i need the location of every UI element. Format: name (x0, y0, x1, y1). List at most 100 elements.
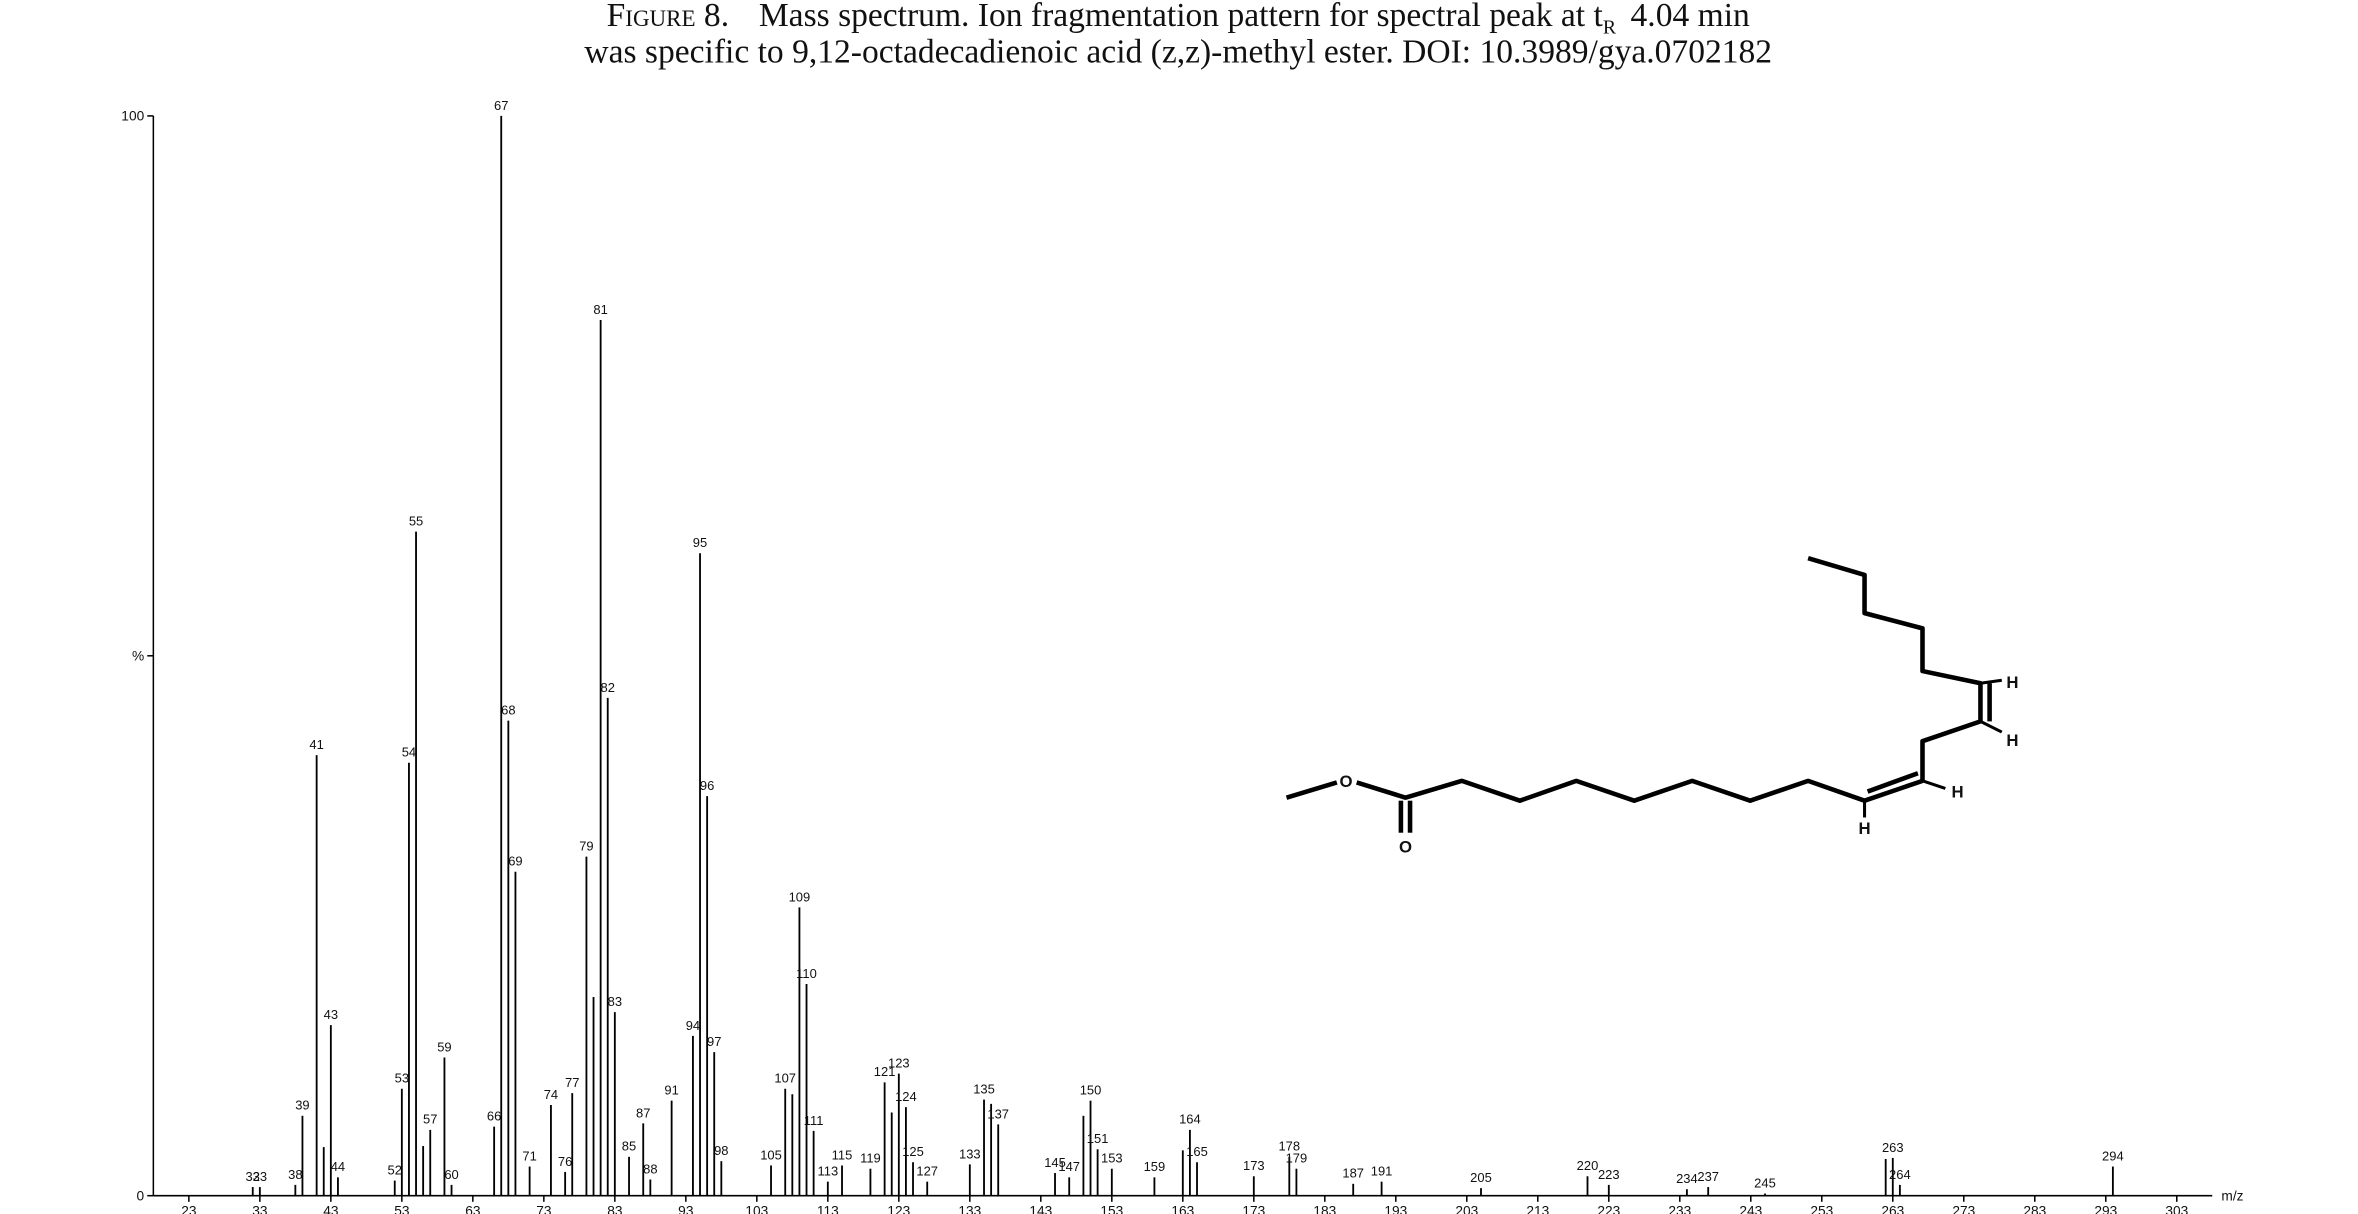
caption-subscript: R (1603, 17, 1617, 39)
x-tick-label: 243 (1739, 1204, 1762, 1214)
peak-label: 173 (1243, 1158, 1265, 1173)
peak-label: 115 (832, 1147, 853, 1162)
x-tick-label: 163 (1171, 1204, 1194, 1214)
x-tick-label: 223 (1597, 1204, 1620, 1214)
peak-label: 76 (558, 1154, 572, 1169)
x-tick-label: 73 (536, 1204, 552, 1214)
peak-label: 264 (1889, 1167, 1911, 1182)
x-tick-label: 283 (2023, 1204, 2046, 1214)
peak-label: 125 (902, 1144, 924, 1159)
peak-label: 55 (409, 514, 423, 529)
atom-label: H (2006, 731, 2018, 750)
x-tick-label: 143 (1029, 1204, 1052, 1214)
peak-label: 79 (579, 839, 593, 854)
x-tick-label: 63 (465, 1204, 481, 1214)
peak-label: 105 (760, 1147, 782, 1162)
peak-label: 111 (804, 1113, 824, 1128)
peak-label: 153 (1101, 1151, 1123, 1166)
peak-label: 68 (501, 702, 515, 717)
peak-label: 191 (1371, 1164, 1393, 1179)
peak-label: 39 (295, 1098, 309, 1113)
peak-label: 98 (714, 1143, 728, 1158)
peak-label: 121 (874, 1064, 896, 1079)
peak-label: 66 (487, 1108, 501, 1123)
peak-label: 294 (2102, 1148, 2124, 1163)
peak-label: 57 (423, 1112, 437, 1127)
peak-label: 137 (987, 1106, 1009, 1121)
peak-label: 165 (1186, 1144, 1208, 1159)
peak-label: 123 (888, 1056, 910, 1071)
peak-label: 110 (796, 966, 817, 981)
y-tick-label: 0 (137, 1188, 145, 1203)
peak-label: 178 (1278, 1139, 1300, 1154)
peak-label: 135 (973, 1081, 995, 1096)
peak-label: 54 (402, 745, 416, 760)
peak-label: 150 (1080, 1083, 1102, 1098)
bond (1922, 779, 1946, 790)
caption-text: 4.04 min (1631, 0, 1751, 34)
caption-line-2: was specific to 9,12-octadecadienoic aci… (584, 34, 1772, 71)
x-tick-label: 253 (1810, 1204, 1833, 1214)
x-tick-label: 173 (1242, 1204, 1265, 1214)
peak-label: 133 (959, 1146, 981, 1161)
peak-label: 164 (1179, 1112, 1201, 1127)
peak-label: 237 (1697, 1169, 1719, 1184)
figure-label: Figure 8. (607, 0, 729, 34)
peak-label: 127 (916, 1164, 938, 1179)
peak-label: 223 (1598, 1167, 1620, 1182)
y-tick-label: % (132, 648, 144, 663)
peak-label: 119 (860, 1151, 881, 1166)
peak-label: 88 (643, 1161, 657, 1176)
x-tick-label: 153 (1100, 1204, 1123, 1214)
peak-label: 67 (494, 98, 508, 113)
x-tick-label: 193 (1384, 1204, 1407, 1214)
peak-label: 82 (601, 680, 615, 695)
peak-label: 151 (1087, 1131, 1109, 1146)
x-tick-label: 233 (1668, 1204, 1691, 1214)
peak-label: 33 (253, 1169, 267, 1184)
x-tick-label: 203 (1455, 1204, 1478, 1214)
x-tick-label: 133 (958, 1204, 981, 1214)
x-tick-label: 123 (887, 1204, 910, 1214)
peak-label: 159 (1144, 1159, 1166, 1174)
peak-label: 85 (622, 1139, 636, 1154)
x-tick-label: 213 (1526, 1204, 1549, 1214)
peak-label: 96 (700, 778, 714, 793)
x-tick-label: 23 (181, 1204, 197, 1214)
peak-label: 263 (1882, 1140, 1904, 1155)
peak-label: 94 (686, 1018, 700, 1033)
peak-label: 234 (1676, 1171, 1698, 1186)
peak-label: 71 (522, 1148, 536, 1163)
x-tick-label: 103 (745, 1204, 768, 1214)
peak-label: 74 (544, 1087, 558, 1102)
peak-label: 44 (331, 1159, 345, 1174)
peak-label: 81 (593, 302, 607, 317)
bond (1979, 720, 2003, 734)
bond (1863, 778, 1924, 803)
x-tick-label: 43 (323, 1204, 339, 1214)
x-tick-label: 93 (678, 1204, 694, 1214)
atom-label: H (2006, 673, 2018, 692)
atom-label: O (1339, 772, 1352, 791)
bond (1285, 780, 1338, 800)
bond (1807, 556, 1983, 781)
peak-label: 145 (1044, 1155, 1066, 1170)
peak-label: 245 (1754, 1175, 1776, 1190)
peak-label: 38 (288, 1167, 302, 1182)
x-tick-label: 303 (2165, 1204, 2188, 1214)
peak-label: 113 (817, 1164, 838, 1179)
peak-label: 109 (789, 889, 811, 904)
peak-label: 59 (437, 1039, 451, 1054)
x-tick-label: 293 (2094, 1204, 2117, 1214)
x-tick-label: 113 (817, 1204, 839, 1214)
bond (1980, 678, 2003, 685)
x-tick-label: 53 (394, 1204, 410, 1214)
peak-label: 41 (309, 737, 323, 752)
peak-label: 187 (1342, 1166, 1364, 1181)
atom-label: H (1952, 783, 1964, 802)
peak-label: 179 (1286, 1151, 1308, 1166)
peak-label: 52 (388, 1162, 402, 1177)
molecule-structure (1285, 556, 2003, 833)
